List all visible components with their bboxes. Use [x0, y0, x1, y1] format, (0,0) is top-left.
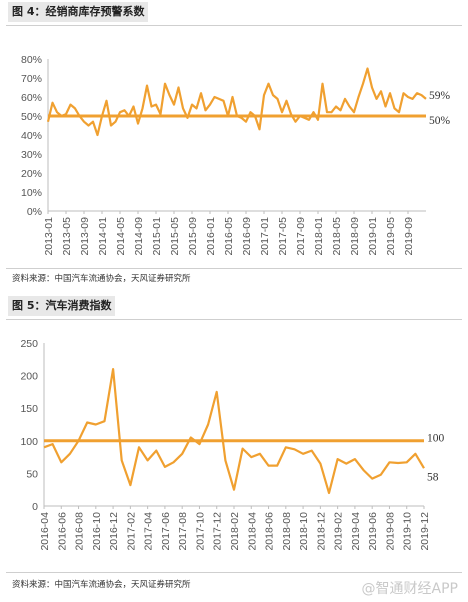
chart1-annotation: 59% [429, 90, 451, 102]
chart1-source: 资料来源：中国汽车流通协会，天风证券研究所 [12, 274, 191, 284]
chart2-x-tick: 2017-08 [177, 512, 189, 551]
chart2-x-tick: 2016-04 [39, 512, 51, 551]
chart1-x-tick: 2015-09 [187, 217, 199, 256]
chart1-x-tick: 2016-09 [241, 217, 253, 256]
chart1-y-tick: 20% [21, 168, 42, 180]
chart1-x-tick: 2018-09 [349, 217, 361, 256]
chart2-source: 资料来源：中国汽车流通协会，天风证券研究所 [12, 580, 191, 590]
chart2-x-tick: 2016-06 [56, 512, 68, 551]
chart1-x-tick: 2016-01 [205, 217, 217, 256]
chart1-x-tick: 2019-05 [385, 217, 397, 256]
chart2-x-tick: 2017-06 [160, 512, 172, 551]
chart1-x-tick: 2015-05 [169, 217, 181, 256]
chart2-x-tick: 2018-02 [229, 512, 241, 551]
chart2-title: 图 5：汽车消费指数 [8, 296, 116, 316]
chart1-title-rule [6, 25, 462, 26]
chart1-title: 图 4：经销商库存预警系数 [8, 2, 149, 22]
chart2-y-tick: 50 [26, 468, 38, 480]
chart2-x-tick: 2017-12 [212, 512, 224, 551]
chart2-title-rule [6, 319, 462, 320]
chart2-x-tick: 2016-12 [108, 512, 120, 551]
chart1-x-tick: 2019-09 [403, 217, 415, 256]
chart2-y-tick: 200 [20, 371, 38, 383]
chart1-svg: 0% 10% 20% 30% 40% 50% 60% 70% 80% 2013-01 2013-05… [21, 54, 451, 256]
chart1-annotation: 50% [429, 115, 451, 127]
chart1-x-tick: 2014-05 [115, 217, 127, 256]
chart2-x-tick: 2019-12 [419, 512, 431, 551]
chart1-x-tick: 2017-09 [295, 217, 307, 256]
chart2-x-tick: 2018-06 [264, 512, 276, 551]
chart1-y-tick: 80% [21, 54, 42, 66]
chart2-x-tick: 2016-08 [74, 512, 86, 551]
chart2-y-tick: 150 [20, 403, 38, 415]
chart1-y-tick: 0% [27, 206, 42, 218]
chart2-source-rule [6, 572, 462, 573]
chart2-y-tick: 100 [20, 436, 38, 448]
chart1-source-rule [6, 268, 462, 269]
chart1-x-tick: 2017-05 [277, 217, 289, 256]
chart1-series-line [46, 67, 427, 137]
chart2-x-tick: 2018-08 [281, 512, 293, 551]
chart2-x-tick: 2019-10 [402, 512, 414, 551]
chart2-x-tick: 2018-12 [315, 512, 327, 551]
chart1-y-tick: 40% [21, 130, 42, 142]
chart1-y-tick: 10% [21, 187, 42, 199]
chart1-y-tick: 70% [21, 73, 42, 85]
chart2-x-tick: 2017-04 [143, 512, 155, 551]
chart1-x-tick: 2018-01 [313, 217, 325, 256]
chart2-x-tick: 2017-10 [194, 512, 206, 551]
chart1-x-tick: 2014-09 [133, 217, 145, 256]
chart2-y-tick: 0 [32, 501, 38, 513]
chart2-annotation: 58 [427, 472, 439, 484]
chart1-x-tick: 2016-05 [223, 217, 235, 256]
chart1-x-tick: 2013-01 [43, 217, 55, 256]
chart1-x-tick: 2019-01 [367, 217, 379, 256]
chart2-x-tick: 2018-04 [246, 512, 258, 551]
chart1-x-tick: 2018-05 [331, 217, 343, 256]
chart1-x-tick: 2013-09 [79, 217, 91, 256]
chart1-x-tick: 2017-01 [259, 217, 271, 256]
chart2-series-line [43, 367, 425, 495]
chart2-x-tick: 2019-08 [384, 512, 396, 551]
chart1-x-tick: 2015-01 [151, 217, 163, 256]
chart2-y-tick: 250 [20, 338, 38, 350]
chart2-x-tick: 2019-02 [333, 512, 345, 551]
chart1-x-tick: 2013-05 [61, 217, 73, 256]
chart2-svg: 0 50 100 150 200 250 2016-04 2016-06 2016-08 2016… [20, 338, 445, 551]
chart2-x-tick: 2016-10 [91, 512, 103, 551]
chart1-y-tick: 50% [21, 111, 42, 123]
chart1-x-tick: 2014-01 [97, 217, 109, 256]
chart2-x-tick: 2019-06 [367, 512, 379, 551]
chart2-x-tick: 2017-02 [125, 512, 137, 551]
chart2-x-tick: 2018-10 [298, 512, 310, 551]
chart2-annotation: 100 [427, 433, 445, 445]
chart1-y-tick: 30% [21, 149, 42, 161]
watermark: @智通财经APP [361, 581, 458, 597]
chart1-y-tick: 60% [21, 92, 42, 104]
chart2-x-tick: 2019-04 [350, 512, 362, 551]
